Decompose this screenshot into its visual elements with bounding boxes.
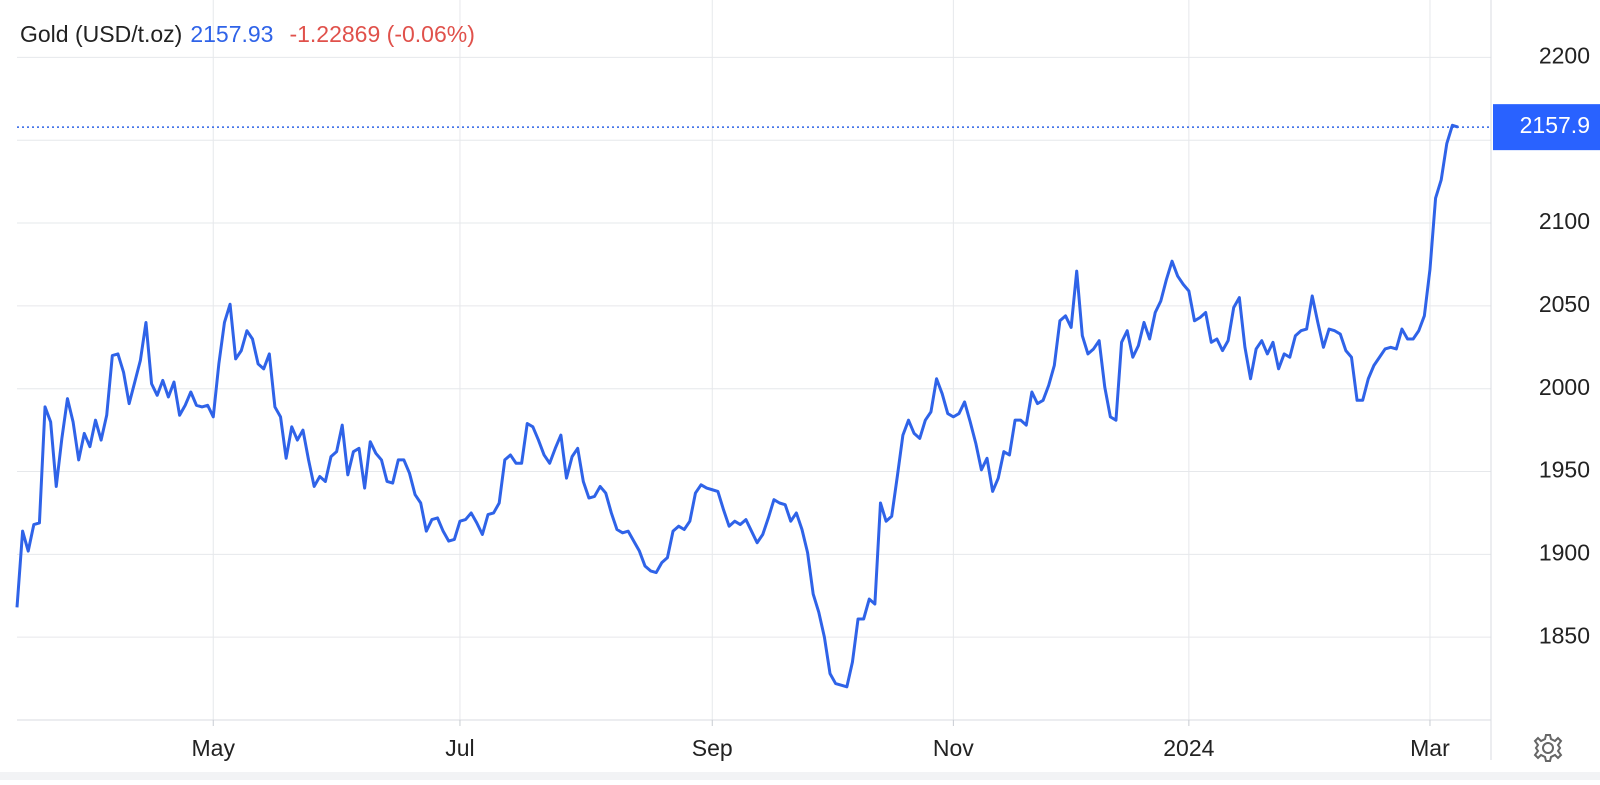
footer-strip bbox=[0, 772, 1600, 780]
x-tick-label: Jul bbox=[445, 735, 474, 761]
y-tick-label: 2000 bbox=[1539, 374, 1590, 400]
y-tick-label: 2050 bbox=[1539, 291, 1590, 317]
x-tick-label: 2024 bbox=[1163, 735, 1214, 761]
price: 2157.93 bbox=[190, 21, 273, 47]
y-tick-label: 1950 bbox=[1539, 457, 1590, 483]
change: -1.22869 (-0.06%) bbox=[289, 21, 474, 47]
chart-title: Gold (USD/t.oz) bbox=[20, 21, 182, 47]
price-line bbox=[15, 123, 1459, 689]
x-tick-label: Mar bbox=[1410, 735, 1450, 761]
y-tick-label: 2200 bbox=[1539, 42, 1590, 68]
x-tick-label: Sep bbox=[692, 735, 733, 761]
x-tick-label: May bbox=[192, 735, 236, 761]
header: Gold (USD/t.oz) 2157.93 -1.22869 (-0.06%) bbox=[20, 21, 475, 47]
settings-icon[interactable] bbox=[1533, 734, 1563, 762]
plot bbox=[15, 123, 1491, 689]
grid bbox=[17, 0, 1491, 720]
x-tick-label: Nov bbox=[933, 735, 974, 761]
last-price-label: 2157.9 bbox=[1520, 112, 1590, 138]
last-price-badge bbox=[1493, 104, 1600, 151]
y-tick-label: 1900 bbox=[1539, 539, 1590, 565]
y-tick-label: 2100 bbox=[1539, 208, 1590, 234]
y-tick-label: 1850 bbox=[1539, 622, 1590, 648]
